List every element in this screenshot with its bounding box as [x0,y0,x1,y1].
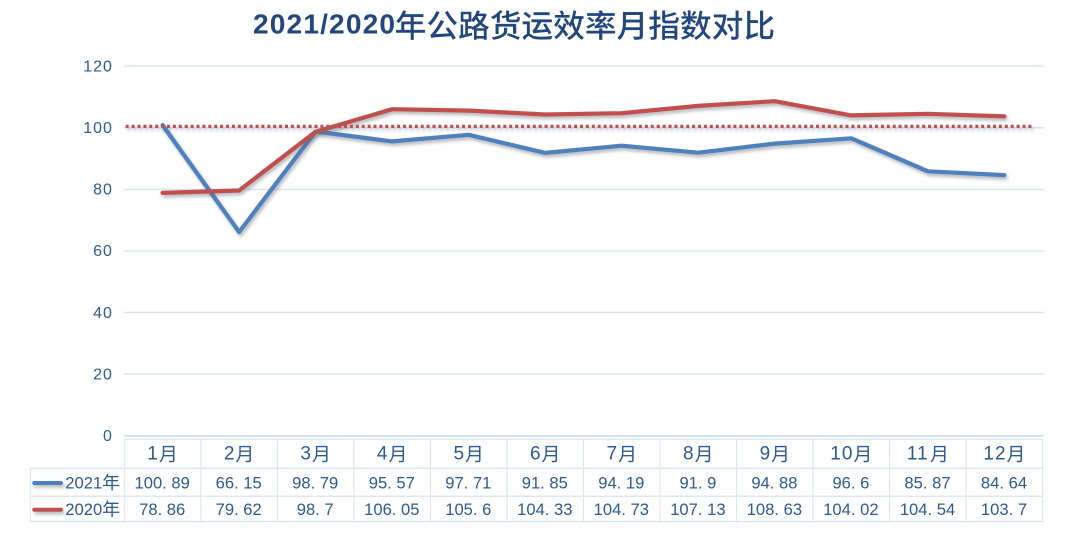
svg-text:84. 64: 84. 64 [981,473,1027,492]
svg-text:10: 10 [830,444,853,465]
svg-text:107. 13: 107. 13 [670,500,725,519]
svg-text:2: 2 [224,444,236,465]
svg-text:104. 33: 104. 33 [517,500,572,519]
svg-text:7: 7 [607,444,619,465]
svg-text:94. 19: 94. 19 [598,473,644,492]
svg-text:20: 20 [93,366,113,383]
svg-text:104. 02: 104. 02 [823,500,878,519]
svg-text:120: 120 [83,59,113,76]
svg-text:5: 5 [454,444,466,465]
svg-text:100. 89: 100. 89 [135,473,190,492]
svg-text:94. 88: 94. 88 [751,473,797,492]
svg-text:104. 73: 104. 73 [594,500,649,519]
svg-text:104. 54: 104. 54 [900,500,955,519]
svg-text:96. 6: 96. 6 [832,473,869,492]
svg-text:97. 71: 97. 71 [445,473,491,492]
svg-text:85. 87: 85. 87 [904,473,950,492]
svg-text:2021/2020: 2021/2020 [253,9,395,40]
svg-text:2020: 2020 [65,500,102,519]
svg-text:80: 80 [93,182,113,199]
svg-text:8: 8 [683,444,695,465]
svg-text:108. 63: 108. 63 [747,500,802,519]
svg-text:0: 0 [103,428,113,445]
svg-text:91. 9: 91. 9 [679,473,716,492]
svg-text:1: 1 [147,444,159,465]
svg-text:60: 60 [93,243,113,260]
svg-text:6: 6 [530,444,542,465]
svg-text:79. 62: 79. 62 [216,500,262,519]
svg-text:95. 57: 95. 57 [369,473,415,492]
svg-text:106. 05: 106. 05 [364,500,419,519]
svg-text:12: 12 [983,444,1006,465]
svg-text:3: 3 [300,444,312,465]
svg-text:2021: 2021 [65,473,102,492]
svg-text:66. 15: 66. 15 [216,473,262,492]
svg-text:103. 7: 103. 7 [981,500,1027,519]
svg-text:98. 7: 98. 7 [297,500,334,519]
svg-text:91. 85: 91. 85 [522,473,568,492]
svg-text:9: 9 [760,444,772,465]
svg-text:98. 79: 98. 79 [292,473,338,492]
svg-text:100: 100 [83,120,113,137]
svg-text:40: 40 [93,305,113,322]
svg-text:11: 11 [907,444,929,465]
svg-text:105. 6: 105. 6 [445,500,491,519]
svg-text:78. 86: 78. 86 [139,500,185,519]
svg-text:4: 4 [377,444,389,465]
